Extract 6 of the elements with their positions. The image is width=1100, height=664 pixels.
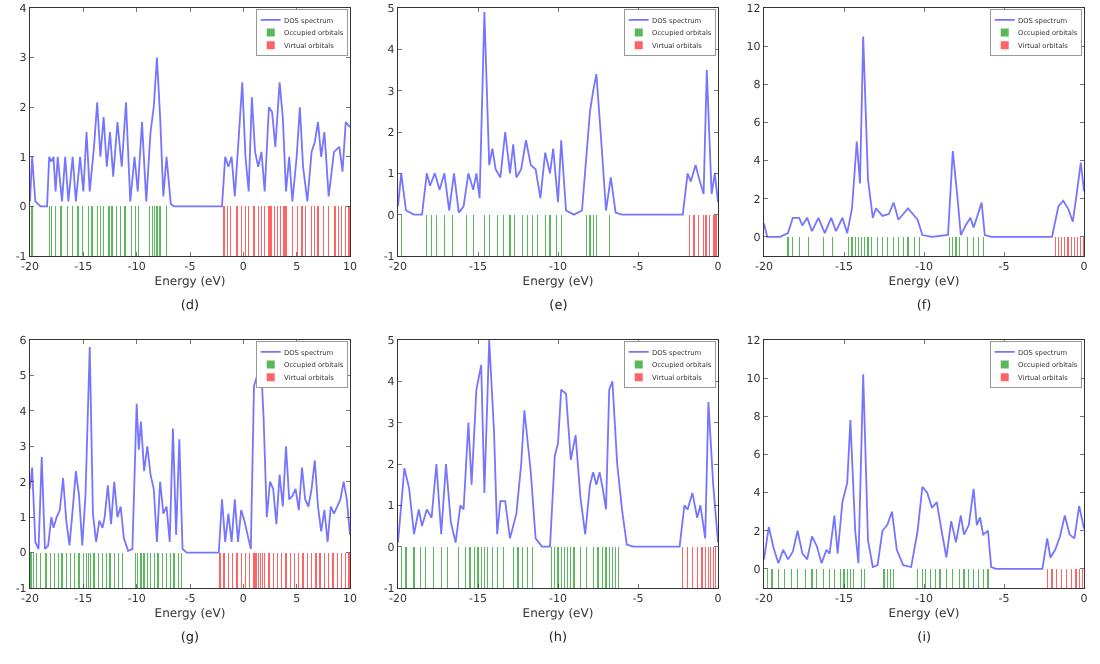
line-series [30, 56, 350, 208]
line-series [764, 373, 1084, 570]
line-series [764, 35, 1084, 238]
line-series [397, 340, 717, 548]
line-series [397, 11, 717, 216]
line-series [30, 346, 350, 554]
